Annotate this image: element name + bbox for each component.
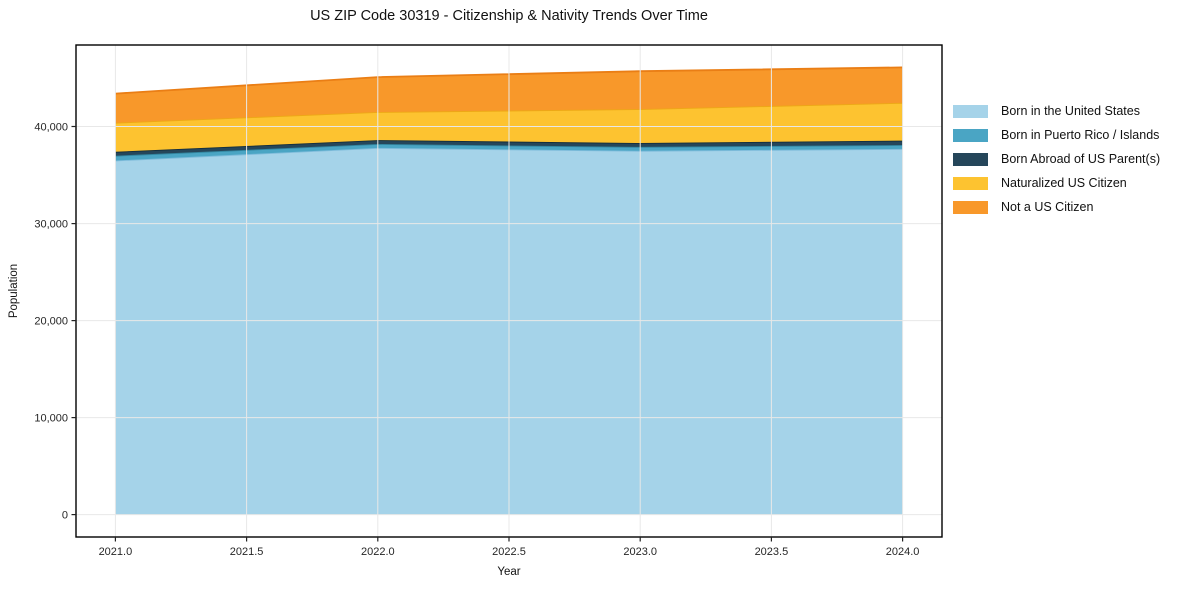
legend-label-puerto_rico: Born in Puerto Rico / Islands <box>1001 128 1160 142</box>
legend-item: Naturalized US Citizen <box>953 176 1160 190</box>
legend-item: Not a US Citizen <box>953 200 1160 214</box>
legend-item: Born in the United States <box>953 104 1160 118</box>
tick-label-x: 2022.5 <box>492 546 526 558</box>
area-born_abroad <box>115 140 903 156</box>
tick-label-x: 2021.0 <box>99 546 133 558</box>
tick-label-x: 2022.0 <box>361 546 395 558</box>
legend-label-born_us: Born in the United States <box>1001 104 1140 118</box>
tick-label-y: 10,000 <box>34 413 68 425</box>
tick-label-y: 30,000 <box>34 219 68 231</box>
tick-label-x: 2023.5 <box>755 546 789 558</box>
x-axis-label: Year <box>497 566 521 578</box>
legend-item: Born Abroad of US Parent(s) <box>953 152 1160 166</box>
legend-swatch-naturalized <box>953 176 988 190</box>
legend-swatch-born_abroad <box>953 152 988 166</box>
tick-label-y: 0 <box>62 510 68 522</box>
tick-label-x: 2024.0 <box>886 546 920 558</box>
legend-swatch-puerto_rico <box>953 128 988 142</box>
legend-label-born_abroad: Born Abroad of US Parent(s) <box>1001 152 1161 166</box>
chart-title: US ZIP Code 30319 - Citizenship & Nativi… <box>310 8 708 24</box>
area-puerto_rico <box>115 144 903 161</box>
tick-label-x: 2023.0 <box>623 546 657 558</box>
legend: Born in the United States Born in Puerto … <box>953 104 1160 214</box>
tick-label-y: 20,000 <box>34 316 68 328</box>
tick-label-y: 40,000 <box>34 122 68 134</box>
legend-label-naturalized: Naturalized US Citizen <box>1001 176 1127 190</box>
legend-swatch-born_us <box>953 104 988 118</box>
legend-label-not_citizen: Not a US Citizen <box>1001 200 1094 214</box>
tick-label-x: 2021.5 <box>230 546 264 558</box>
legend-swatch-not_citizen <box>953 200 988 214</box>
legend-item: Born in Puerto Rico / Islands <box>953 128 1160 142</box>
y-axis-label: Population <box>8 263 20 319</box>
